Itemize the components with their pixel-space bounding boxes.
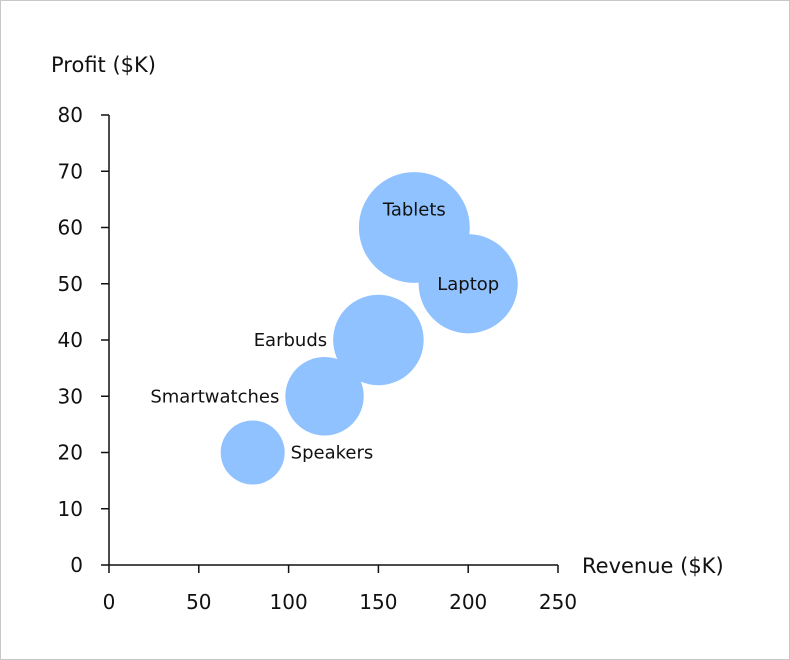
y-tick-label: 20 — [58, 441, 83, 465]
bubble-label-tablets: Tablets — [382, 200, 446, 221]
bubble-label-smartwatches: Smartwatches — [150, 386, 279, 407]
x-tick-label: 150 — [359, 590, 397, 614]
y-tick-label: 40 — [58, 328, 83, 352]
y-tick-label: 10 — [58, 497, 83, 521]
y-tick-label: 50 — [58, 272, 83, 296]
x-axis-title: Revenue ($K) — [582, 554, 724, 578]
y-tick-label: 80 — [58, 103, 83, 127]
x-tick-label: 0 — [103, 590, 116, 614]
y-axis-title: Profit ($K) — [51, 53, 156, 77]
bubble-smartwatches — [285, 357, 364, 436]
bubble-earbuds — [333, 294, 424, 386]
y-tick-label: 30 — [58, 384, 83, 408]
bubble-label-laptop: Laptop — [437, 274, 499, 295]
point-label-layer: Speakers Smartwatches Earbuds Tablets Laptop — [150, 200, 499, 464]
y-tick-label: 70 — [58, 159, 83, 183]
bubble-layer — [220, 172, 518, 485]
bubble-label-speakers: Speakers — [291, 443, 374, 464]
x-tick-label: 50 — [186, 590, 211, 614]
y-tick-label: 0 — [70, 553, 83, 577]
bubble-laptop — [418, 234, 518, 334]
y-tick-label: 60 — [58, 216, 83, 240]
x-tick-label: 250 — [539, 590, 577, 614]
bubble-speakers — [220, 420, 285, 485]
tick-layer: 0 10 20 30 40 50 60 70 80 0 50 100 150 200 250 — [58, 103, 578, 614]
bubble-label-earbuds: Earbuds — [254, 330, 327, 351]
x-tick-label: 100 — [270, 590, 308, 614]
x-tick-label: 200 — [449, 590, 487, 614]
